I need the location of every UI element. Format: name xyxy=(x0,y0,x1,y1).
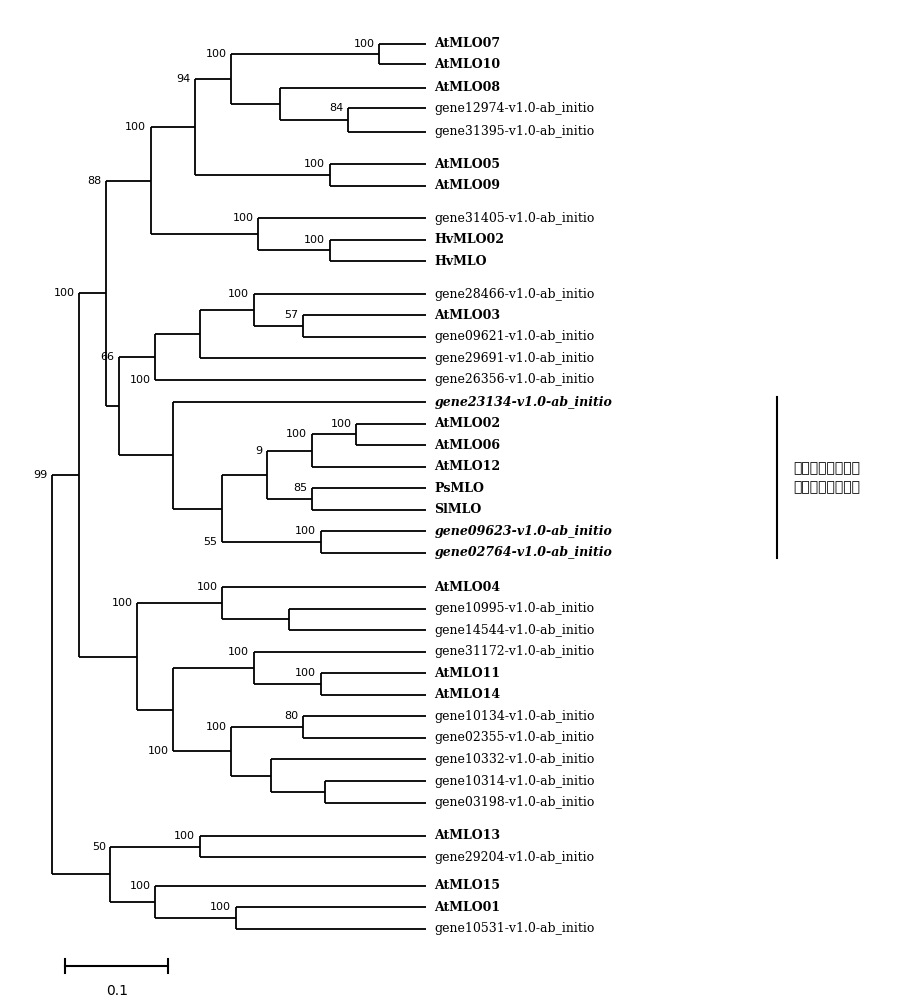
Text: 100: 100 xyxy=(210,902,232,912)
Text: AtMLO14: AtMLO14 xyxy=(434,688,501,701)
Text: 100: 100 xyxy=(287,429,307,439)
Text: AtMLO15: AtMLO15 xyxy=(434,879,500,892)
Text: AtMLO02: AtMLO02 xyxy=(434,417,501,430)
Text: SlMLO: SlMLO xyxy=(434,503,482,516)
Text: gene10314-v1.0-ab_initio: gene10314-v1.0-ab_initio xyxy=(434,775,595,788)
Text: gene28466-v1.0-ab_initio: gene28466-v1.0-ab_initio xyxy=(434,288,595,301)
Text: 100: 100 xyxy=(196,582,218,592)
Text: gene03198-v1.0-ab_initio: gene03198-v1.0-ab_initio xyxy=(434,796,595,809)
Text: PsMLO: PsMLO xyxy=(434,482,484,495)
Text: 9: 9 xyxy=(255,446,262,456)
Text: 100: 100 xyxy=(130,375,150,385)
Text: AtMLO11: AtMLO11 xyxy=(434,667,501,680)
Text: HvMLO02: HvMLO02 xyxy=(434,233,505,246)
Text: 100: 100 xyxy=(228,647,249,657)
Text: gene10134-v1.0-ab_initio: gene10134-v1.0-ab_initio xyxy=(434,710,595,723)
Text: gene14544-v1.0-ab_initio: gene14544-v1.0-ab_initio xyxy=(434,624,595,637)
Text: gene10995-v1.0-ab_initio: gene10995-v1.0-ab_initio xyxy=(434,602,595,615)
Text: 100: 100 xyxy=(296,668,316,678)
Text: 100: 100 xyxy=(353,39,375,49)
Text: gene12974-v1.0-ab_initio: gene12974-v1.0-ab_initio xyxy=(434,102,595,115)
Text: 100: 100 xyxy=(130,881,150,891)
Text: gene09623-v1.0-ab_initio: gene09623-v1.0-ab_initio xyxy=(434,525,613,538)
Text: 100: 100 xyxy=(305,159,325,169)
Text: 100: 100 xyxy=(112,598,132,608)
Text: gene31405-v1.0-ab_initio: gene31405-v1.0-ab_initio xyxy=(434,212,595,225)
Text: 100: 100 xyxy=(228,289,249,299)
Text: AtMLO10: AtMLO10 xyxy=(434,58,501,71)
Text: 100: 100 xyxy=(331,419,352,429)
Text: HvMLO: HvMLO xyxy=(434,255,487,268)
Text: 66: 66 xyxy=(101,352,114,362)
Text: gene26356-v1.0-ab_initio: gene26356-v1.0-ab_initio xyxy=(434,373,595,386)
Text: 57: 57 xyxy=(284,310,298,320)
Text: AtMLO04: AtMLO04 xyxy=(434,581,501,594)
Text: gene31172-v1.0-ab_initio: gene31172-v1.0-ab_initio xyxy=(434,645,595,658)
Text: AtMLO08: AtMLO08 xyxy=(434,81,500,94)
Text: gene29204-v1.0-ab_initio: gene29204-v1.0-ab_initio xyxy=(434,851,595,864)
Text: AtMLO01: AtMLO01 xyxy=(434,901,501,914)
Text: AtMLO07: AtMLO07 xyxy=(434,37,501,50)
Text: AtMLO13: AtMLO13 xyxy=(434,829,500,842)
Text: AtMLO12: AtMLO12 xyxy=(434,460,501,473)
Text: gene23134-v1.0-ab_initio: gene23134-v1.0-ab_initio xyxy=(434,396,613,409)
Text: gene31395-v1.0-ab_initio: gene31395-v1.0-ab_initio xyxy=(434,125,595,138)
Text: 99: 99 xyxy=(33,470,48,480)
Text: 100: 100 xyxy=(53,288,75,298)
Text: 100: 100 xyxy=(125,122,146,132)
Text: 100: 100 xyxy=(174,831,196,841)
Text: 84: 84 xyxy=(329,103,343,113)
Text: AtMLO06: AtMLO06 xyxy=(434,439,500,452)
Text: 100: 100 xyxy=(232,213,253,223)
Text: 100: 100 xyxy=(205,722,227,732)
Text: 100: 100 xyxy=(305,235,325,245)
Text: AtMLO03: AtMLO03 xyxy=(434,309,500,322)
Text: 94: 94 xyxy=(177,74,191,84)
Text: AtMLO05: AtMLO05 xyxy=(434,158,500,171)
Text: gene29691-v1.0-ab_initio: gene29691-v1.0-ab_initio xyxy=(434,352,595,365)
Text: gene09621-v1.0-ab_initio: gene09621-v1.0-ab_initio xyxy=(434,330,595,343)
Text: 100: 100 xyxy=(296,526,316,536)
Text: 100: 100 xyxy=(148,746,168,756)
Text: 0.1: 0.1 xyxy=(106,984,128,998)
Text: gene10531-v1.0-ab_initio: gene10531-v1.0-ab_initio xyxy=(434,922,595,935)
Text: gene02355-v1.0-ab_initio: gene02355-v1.0-ab_initio xyxy=(434,731,595,744)
Text: 88: 88 xyxy=(87,176,101,186)
Text: 双子叶植物白粉病
抗病基因特异区组: 双子叶植物白粉病 抗病基因特异区组 xyxy=(794,461,860,494)
Text: 85: 85 xyxy=(293,483,307,493)
Text: gene02764-v1.0-ab_initio: gene02764-v1.0-ab_initio xyxy=(434,546,613,559)
Text: AtMLO09: AtMLO09 xyxy=(434,179,500,192)
Text: gene10332-v1.0-ab_initio: gene10332-v1.0-ab_initio xyxy=(434,753,595,766)
Text: 55: 55 xyxy=(204,537,218,547)
Text: 80: 80 xyxy=(284,711,298,721)
Text: 100: 100 xyxy=(205,49,227,59)
Text: 50: 50 xyxy=(92,842,105,852)
